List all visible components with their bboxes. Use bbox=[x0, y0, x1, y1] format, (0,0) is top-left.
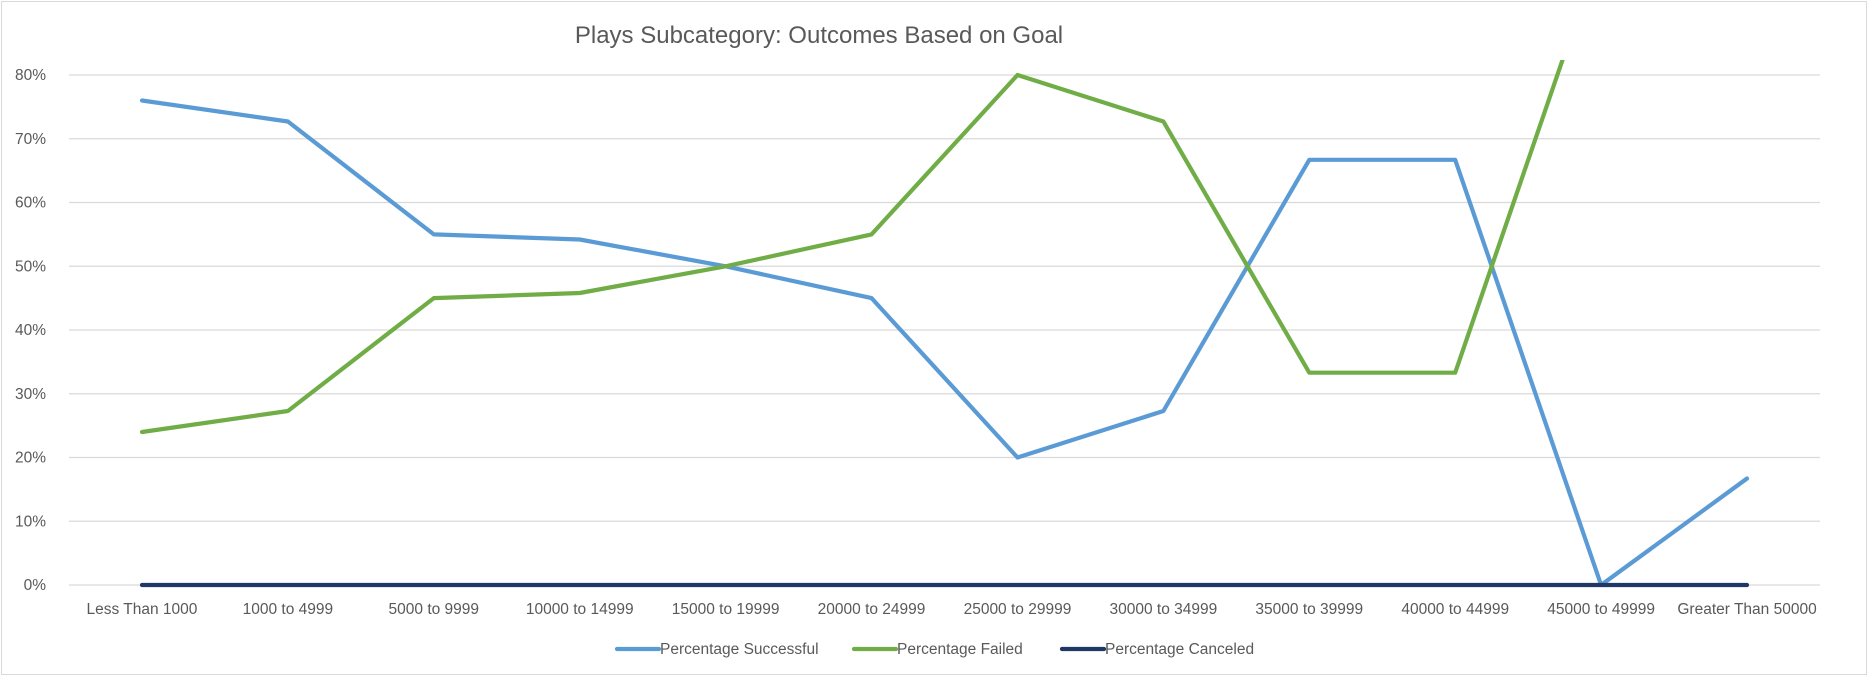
x-tick-label: 10000 to 14999 bbox=[526, 601, 634, 618]
y-tick-label: 50% bbox=[15, 258, 46, 275]
legend: Percentage Successful Percentage Failed Pe… bbox=[614, 641, 1254, 658]
x-tick-label: 40000 to 44999 bbox=[1401, 601, 1509, 618]
gridlines bbox=[69, 74, 1820, 586]
y-tick-label: 30% bbox=[15, 386, 46, 403]
x-tick-label: 25000 to 29999 bbox=[964, 601, 1072, 618]
x-tick-label: Less Than 1000 bbox=[87, 601, 198, 618]
x-tick-label: 1000 to 4999 bbox=[243, 601, 334, 618]
y-tick-label: 40% bbox=[15, 322, 46, 339]
y-tick-label: 80% bbox=[15, 67, 46, 84]
x-tick-label: 35000 to 39999 bbox=[1255, 601, 1363, 618]
y-tick-label: 60% bbox=[15, 195, 46, 212]
y-tick-label: 10% bbox=[15, 513, 46, 530]
y-tick-label: 70% bbox=[15, 131, 46, 148]
y-tick-label: 20% bbox=[15, 450, 46, 467]
x-tick-label: 15000 to 19999 bbox=[672, 601, 780, 618]
y-tick-label: 0% bbox=[24, 577, 47, 594]
y-axis: 0% 10% 20% 30% 40% 50% 60% 70% 80% bbox=[15, 67, 46, 594]
chart-title: Plays Subcategory: Outcomes Based on Goa… bbox=[575, 22, 1063, 49]
x-tick-label: 20000 to 24999 bbox=[818, 601, 926, 618]
series-lines bbox=[139, 60, 1750, 588]
legend-label: Percentage Canceled bbox=[1105, 641, 1254, 658]
series-line bbox=[139, 60, 1565, 435]
x-tick-label: 5000 to 9999 bbox=[389, 601, 480, 618]
x-axis: Less Than 1000 1000 to 4999 5000 to 9999 10… bbox=[87, 601, 1818, 618]
series-line bbox=[139, 98, 1750, 588]
legend-label: Percentage Successful bbox=[660, 641, 819, 658]
x-tick-label: 45000 to 49999 bbox=[1547, 601, 1655, 618]
x-tick-label: 30000 to 34999 bbox=[1110, 601, 1218, 618]
legend-label: Percentage Failed bbox=[897, 641, 1023, 658]
x-tick-label: Greater Than 50000 bbox=[1677, 601, 1817, 618]
